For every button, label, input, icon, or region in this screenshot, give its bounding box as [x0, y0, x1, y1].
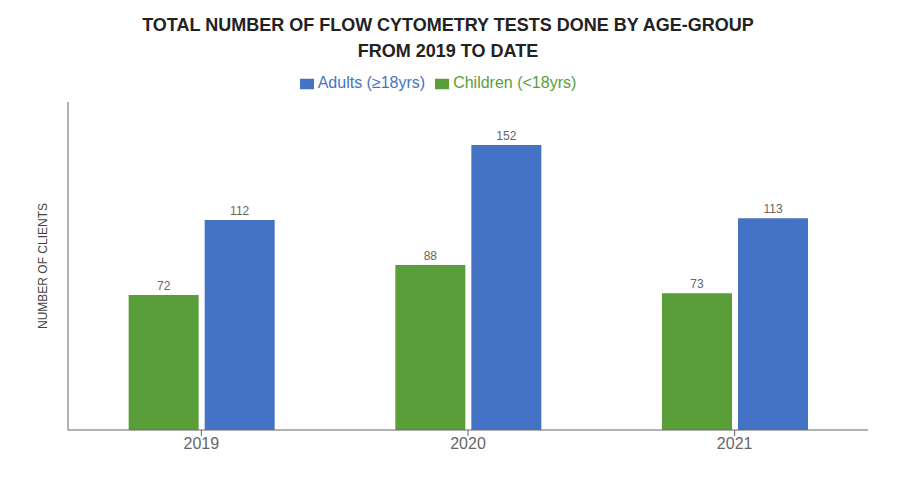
svg-text:NUMBER OF CLIENTS: NUMBER OF CLIENTS	[36, 203, 50, 329]
svg-text:2021: 2021	[717, 435, 753, 452]
svg-text:2020: 2020	[450, 435, 486, 452]
svg-text:2019: 2019	[184, 435, 220, 452]
svg-text:73: 73	[690, 277, 704, 291]
svg-text:113: 113	[763, 202, 782, 216]
html-text:Children (<18yrs): Children (<18yrs)	[453, 74, 577, 91]
svg-text:112: 112	[230, 204, 249, 218]
html-text:TOTAL NUMBER OF FLOW CYTOMETRY: TOTAL NUMBER OF FLOW CYTOMETRY TESTS DON…	[142, 15, 754, 35]
svg-text:152: 152	[496, 129, 516, 143]
svg-text:88: 88	[424, 249, 438, 263]
svg-text:72: 72	[157, 279, 171, 293]
html-text:Adults (≥18yrs): Adults (≥18yrs)	[317, 74, 426, 91]
html-text:FROM 2019 TO DATE: FROM 2019 TO DATE	[357, 41, 539, 61]
